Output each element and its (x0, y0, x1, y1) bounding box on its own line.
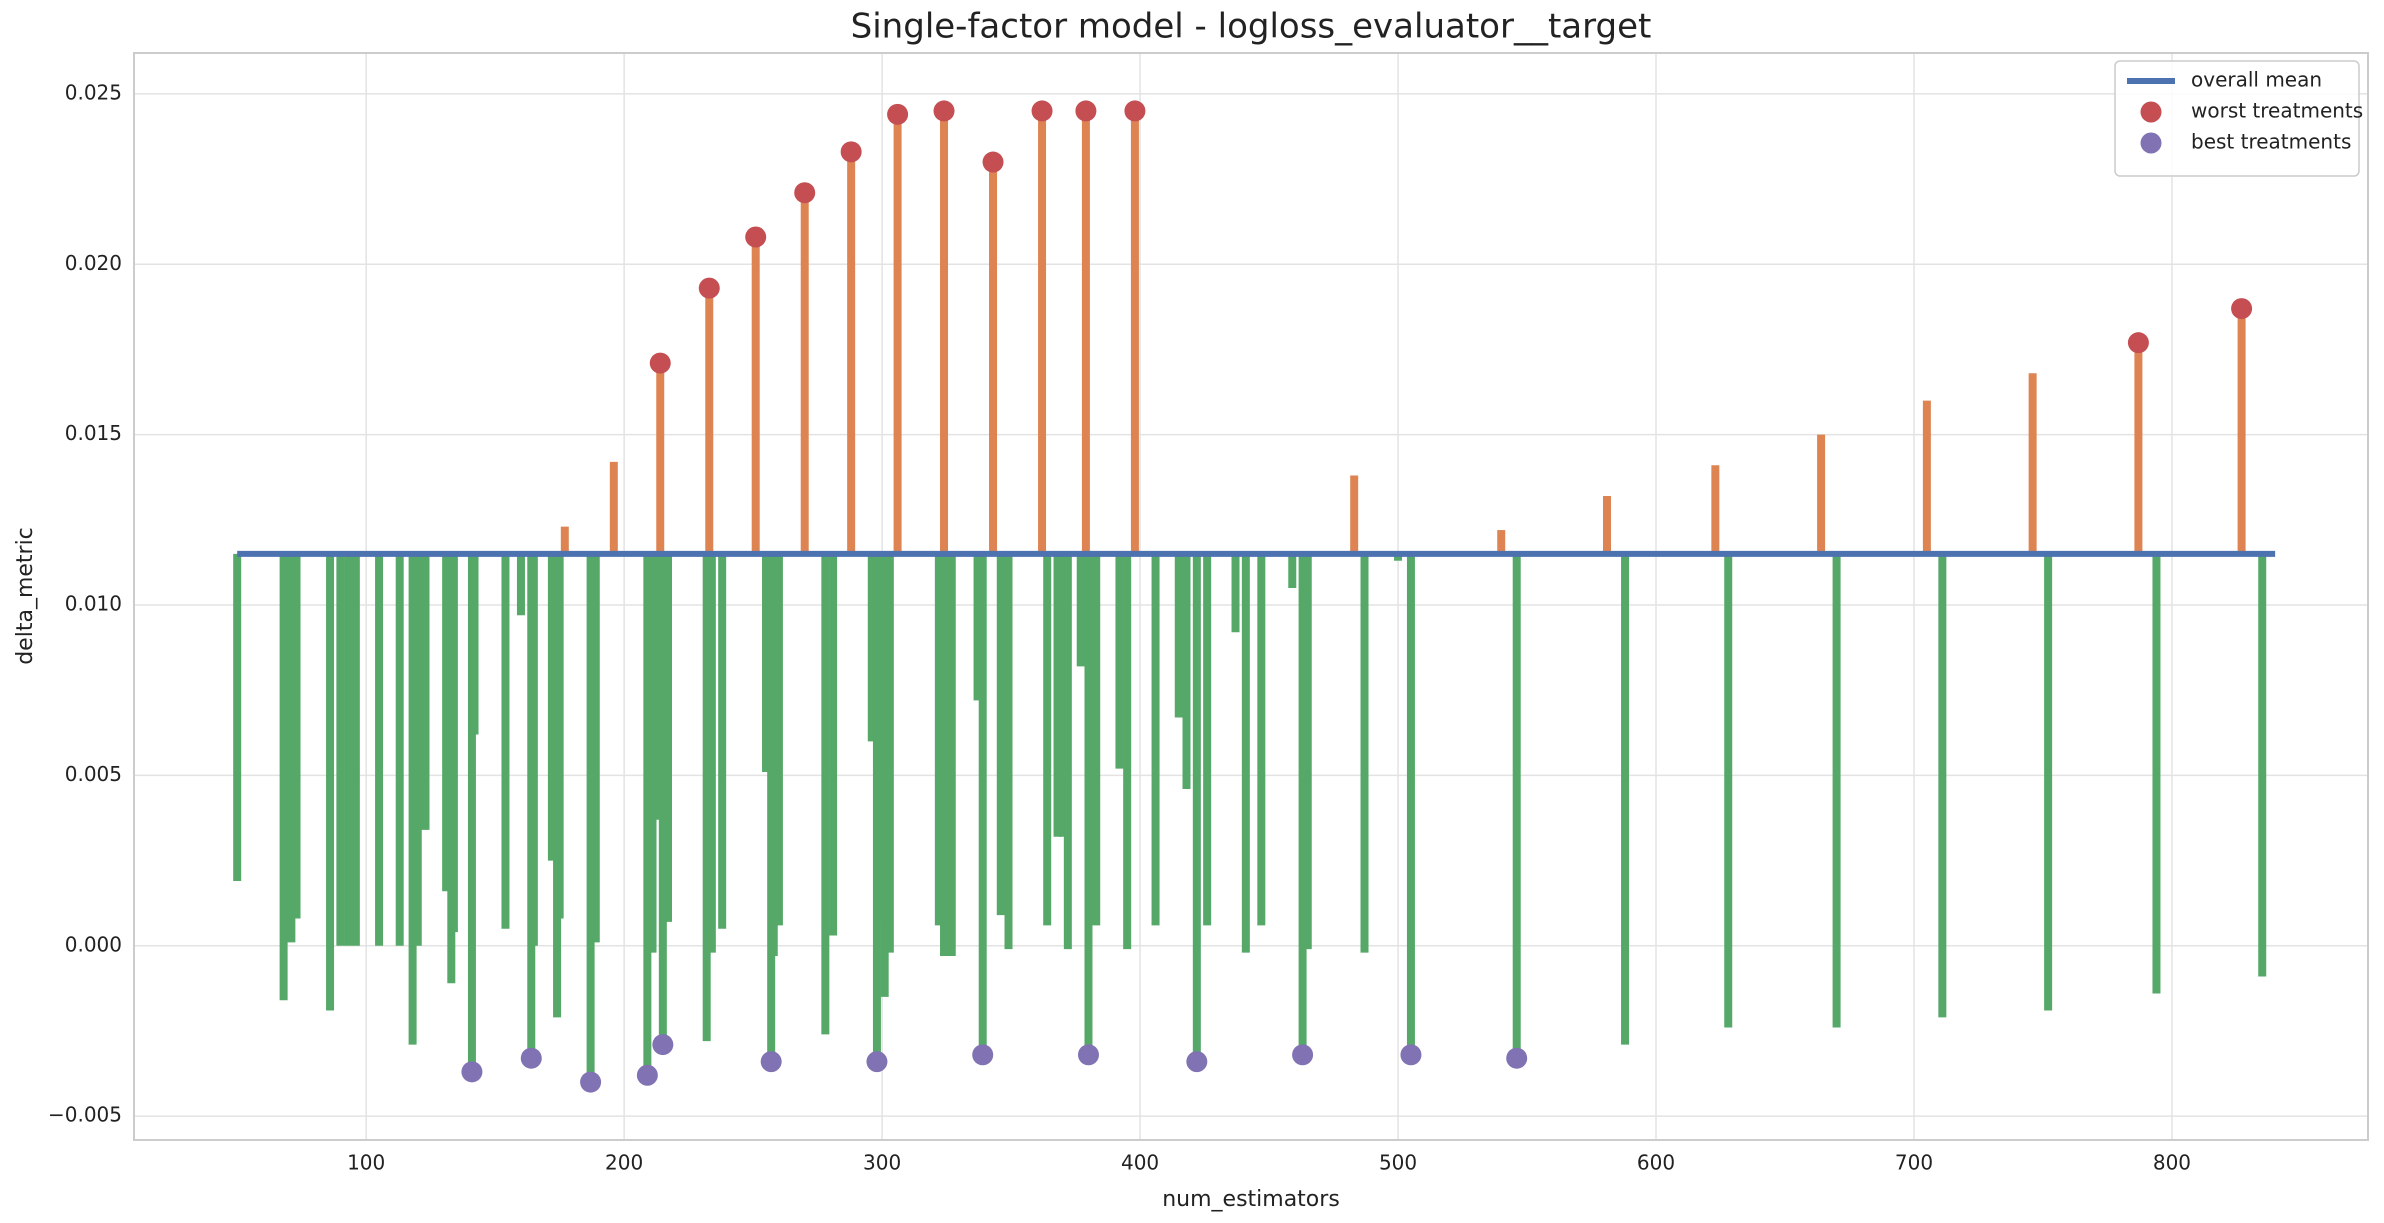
y-tick-label: 0.010 (65, 592, 122, 616)
legend-label: worst treatments (2191, 99, 2363, 123)
marker (1124, 100, 1146, 122)
y-tick-label: 0.005 (65, 762, 122, 786)
y-tick-label: 0.015 (65, 421, 122, 445)
y-axis-label: delta_metric (13, 527, 38, 665)
marker (1077, 1044, 1099, 1066)
y-tick-label: −0.005 (48, 1103, 122, 1127)
y-tick-label: 0.025 (65, 80, 122, 104)
marker (982, 151, 1004, 173)
marker (2127, 332, 2149, 354)
marker (461, 1061, 483, 1083)
marker (794, 182, 816, 204)
legend-label: overall mean (2191, 68, 2322, 92)
marker (1075, 100, 1097, 122)
marker (580, 1071, 602, 1093)
marker (1186, 1051, 1208, 1073)
marker (840, 141, 862, 163)
marker (520, 1047, 542, 1069)
x-tick-label: 400 (1121, 1151, 1159, 1175)
x-tick-label: 100 (347, 1151, 385, 1175)
plot-frame (133, 52, 2369, 1141)
y-tick-label: 0.000 (65, 932, 122, 956)
marker (636, 1064, 658, 1086)
x-tick-label: 800 (2153, 1151, 2191, 1175)
marker (652, 1034, 674, 1056)
marker (1292, 1044, 1314, 1066)
marker (760, 1051, 782, 1073)
legend-label: best treatments (2191, 130, 2351, 154)
legend-swatch (2140, 101, 2162, 123)
marker (698, 277, 720, 299)
marker (866, 1051, 888, 1073)
y-tick-label: 0.020 (65, 251, 122, 275)
chart-title: Single-factor model - logloss_evaluator_… (851, 7, 1652, 47)
x-tick-label: 600 (1637, 1151, 1675, 1175)
x-tick-label: 300 (863, 1151, 901, 1175)
marker (1031, 100, 1053, 122)
legend-box (2114, 60, 2360, 177)
marker (745, 226, 767, 248)
marker (649, 352, 671, 374)
x-tick-label: 700 (1895, 1151, 1933, 1175)
x-tick-label: 200 (605, 1151, 643, 1175)
x-tick-label: 500 (1379, 1151, 1417, 1175)
x-axis-label: num_estimators (1162, 1187, 1340, 1212)
marker (1400, 1044, 1422, 1066)
marker (933, 100, 955, 122)
marker (1506, 1047, 1528, 1069)
marker (972, 1044, 994, 1066)
marker (2231, 298, 2253, 320)
marker (887, 103, 909, 125)
legend-swatch (2140, 132, 2162, 154)
